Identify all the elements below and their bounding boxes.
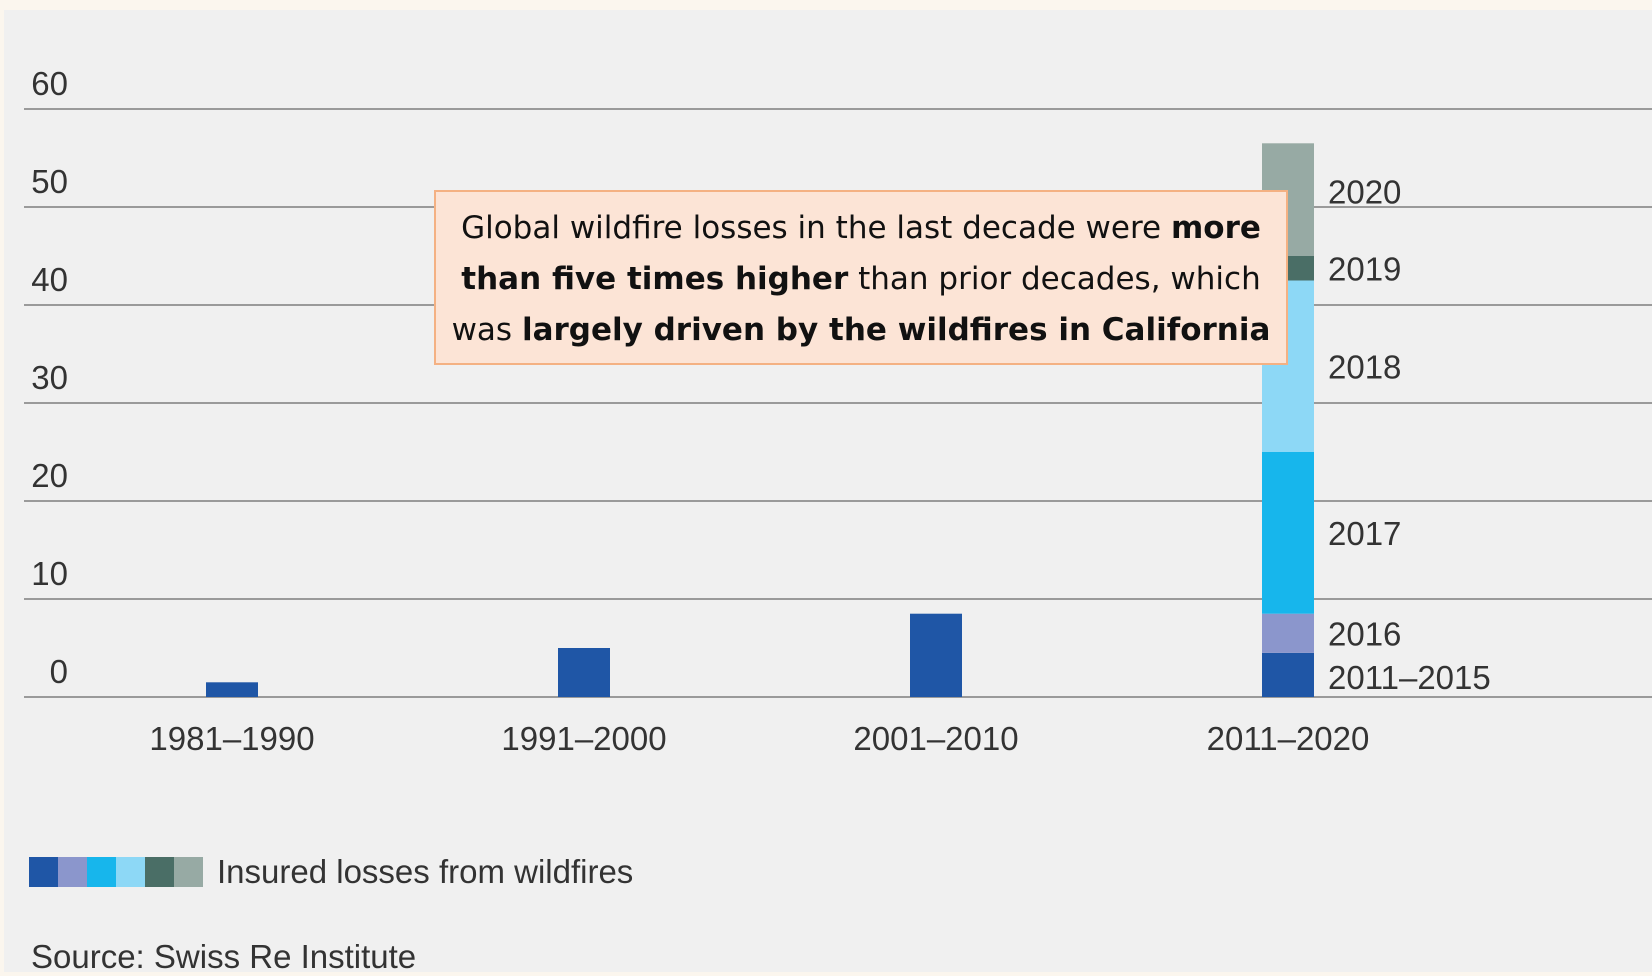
y-tick-label: 0 bbox=[50, 653, 68, 690]
y-axis-ticks: 0 10 20 30 40 50 60 bbox=[31, 65, 68, 690]
segment-label: 2017 bbox=[1328, 515, 1401, 552]
x-tick-label: 2011–2020 bbox=[1207, 720, 1370, 757]
y-tick-label: 50 bbox=[31, 163, 68, 200]
x-axis-ticks: 1981–1990 1991–2000 2001–2010 2011–2020 bbox=[149, 720, 1369, 757]
y-tick-label: 40 bbox=[31, 261, 68, 298]
legend-swatch bbox=[145, 857, 174, 887]
x-tick-label: 1981–1990 bbox=[149, 720, 314, 757]
segment-label: 2011–2015 bbox=[1328, 659, 1491, 696]
segment-label: 2016 bbox=[1328, 615, 1401, 652]
segment-labels: 2011–2015 2016 2017 2018 2019 2020 bbox=[1328, 174, 1491, 696]
x-tick-label: 1991–2000 bbox=[501, 720, 666, 757]
source-note: Source: Swiss Re Institute bbox=[31, 938, 417, 975]
legend-swatch bbox=[174, 857, 203, 887]
legend-swatches bbox=[29, 857, 203, 887]
segment-label: 2019 bbox=[1328, 250, 1401, 287]
segment-label: 2018 bbox=[1328, 348, 1401, 385]
annotation-text: Global wildfire losses in the last decad… bbox=[461, 210, 1171, 246]
legend-swatch bbox=[87, 857, 116, 887]
bar-segment bbox=[1262, 613, 1314, 653]
legend-swatch bbox=[29, 857, 58, 887]
y-tick-label: 20 bbox=[31, 457, 68, 494]
x-tick-label: 2001–2010 bbox=[853, 720, 1018, 757]
chart-frame: 0 10 20 30 40 50 60 2011–2015 2016 2017 2018 2019 2… bbox=[4, 10, 1652, 975]
bar-segment bbox=[206, 682, 258, 697]
bar-segment bbox=[910, 613, 962, 697]
annotation-line-2: than five times higher than prior decade… bbox=[436, 254, 1286, 305]
y-tick-label: 30 bbox=[31, 359, 68, 396]
legend: Insured losses from wildfires bbox=[29, 853, 634, 890]
bar-segment bbox=[1262, 652, 1314, 697]
annotation-text: than prior decades, which bbox=[848, 261, 1261, 297]
legend-swatch bbox=[58, 857, 87, 887]
annotation-callout: Global wildfire losses in the last decad… bbox=[434, 190, 1288, 365]
legend-swatch bbox=[116, 857, 145, 887]
y-tick-label: 10 bbox=[31, 555, 68, 592]
annotation-line-3: was largely driven by the wildfires in C… bbox=[436, 305, 1286, 356]
annotation-text: was bbox=[451, 312, 522, 348]
bar-segment bbox=[1262, 452, 1314, 614]
legend-label: Insured losses from wildfires bbox=[217, 853, 634, 890]
annotation-emphasis: than five times higher bbox=[461, 261, 849, 297]
annotation-emphasis: largely driven by the wildfires in Calif… bbox=[521, 312, 1271, 348]
annotation-line-1: Global wildfire losses in the last decad… bbox=[436, 203, 1286, 254]
annotation-emphasis: more bbox=[1170, 210, 1261, 246]
y-tick-label: 60 bbox=[31, 65, 68, 102]
segment-label: 2020 bbox=[1328, 174, 1401, 211]
bar-segment bbox=[558, 648, 610, 697]
